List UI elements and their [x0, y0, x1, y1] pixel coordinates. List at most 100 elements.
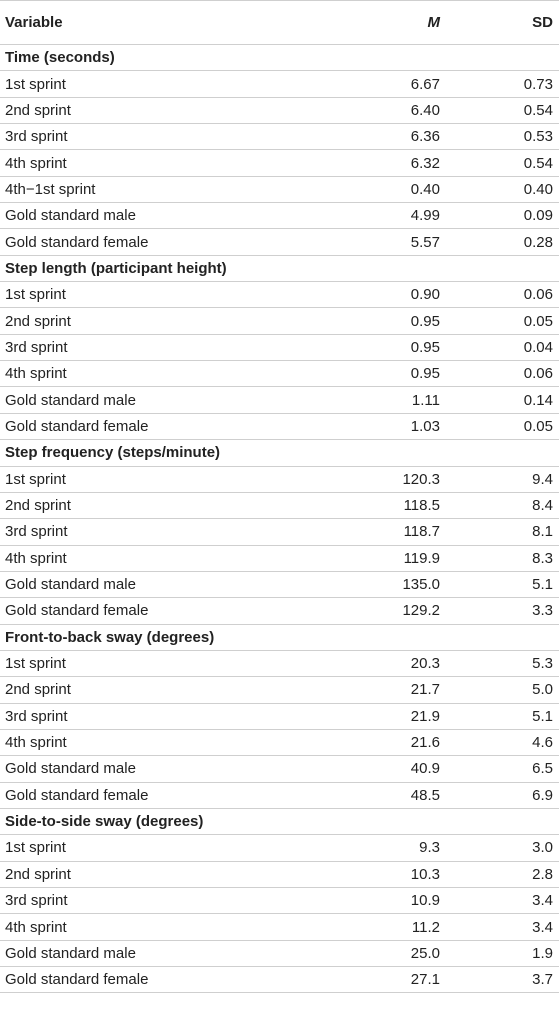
- row-sd: 0.05: [523, 417, 553, 435]
- row-label: 4th sprint: [5, 918, 67, 936]
- row-sd: 0.28: [523, 233, 553, 251]
- row-sd: 0.54: [523, 101, 553, 119]
- row-label: Gold standard male: [5, 391, 136, 409]
- row-mean: 6.67: [410, 75, 440, 93]
- table-row: 4th sprint 11.2 3.4: [0, 913, 559, 940]
- row-mean: 10.3: [410, 865, 440, 883]
- section-title: Front-to-back sway (degrees): [5, 628, 215, 646]
- row-sd: 4.6: [532, 734, 553, 752]
- row-sd: 8.3: [532, 549, 553, 567]
- header-row: Variable M SD: [0, 0, 559, 45]
- row-label: Gold standard male: [5, 207, 136, 225]
- row-mean: 11.2: [411, 918, 440, 936]
- table-row: 2nd sprint 6.40 0.54: [0, 97, 559, 123]
- row-mean: 0.95: [410, 338, 440, 356]
- header-variable: Variable: [5, 14, 63, 31]
- section-title: Step frequency (steps/minute): [5, 444, 221, 462]
- row-label: Gold standard female: [5, 233, 149, 251]
- row-sd: 3.0: [532, 839, 553, 857]
- row-mean: 6.32: [410, 154, 440, 172]
- row-label: 3rd sprint: [5, 892, 68, 910]
- row-sd: 6.5: [532, 760, 553, 778]
- table-row: 3rd sprint 10.9 3.4: [0, 887, 559, 914]
- table-row: 4th sprint 21.6 4.6: [0, 729, 559, 755]
- row-mean: 10.9: [410, 892, 440, 910]
- row-mean: 21.9: [410, 707, 440, 725]
- row-sd: 1.9: [532, 944, 553, 962]
- row-label: Gold standard female: [5, 971, 149, 989]
- row-mean: 25.0: [410, 944, 440, 962]
- table-row: 4th sprint 119.9 8.3: [0, 545, 559, 571]
- table-row: 2nd sprint 0.95 0.05: [0, 307, 559, 334]
- table-row: 2nd sprint 10.3 2.8: [0, 861, 559, 887]
- row-label: 1st sprint: [5, 470, 66, 488]
- table-row: 3rd sprint 6.36 0.53: [0, 123, 559, 150]
- table-row: 2nd sprint 21.7 5.0: [0, 676, 559, 703]
- row-sd: 8.1: [532, 523, 553, 541]
- row-mean: 21.6: [410, 734, 440, 752]
- table-row: 1st sprint 9.3 3.0: [0, 834, 559, 861]
- row-label: Gold standard male: [5, 760, 136, 778]
- row-label: 1st sprint: [5, 286, 66, 304]
- section-header-row: Step frequency (steps/minute): [0, 439, 559, 466]
- header-sd: SD: [532, 14, 553, 31]
- section-title: Step length (participant height): [5, 259, 227, 277]
- row-mean: 119.9: [403, 549, 440, 567]
- table-row: 4th sprint 6.32 0.54: [0, 149, 559, 176]
- row-sd: 0.04: [523, 338, 553, 356]
- section-header-row: Side-to-side sway (degrees): [0, 808, 559, 834]
- row-label: 2nd sprint: [5, 497, 71, 515]
- row-label: 3rd sprint: [5, 338, 68, 356]
- row-mean: 118.5: [403, 497, 440, 515]
- table-row: Gold standard female 48.5 6.9: [0, 782, 559, 808]
- section-header-row: Front-to-back sway (degrees): [0, 624, 559, 650]
- row-label: 4th−1st sprint: [5, 180, 96, 198]
- row-mean: 20.3: [410, 655, 440, 673]
- row-sd: 0.73: [523, 75, 553, 93]
- table-row: Gold standard male 40.9 6.5: [0, 755, 559, 782]
- table-row: 3rd sprint 21.9 5.1: [0, 703, 559, 729]
- row-label: 1st sprint: [5, 75, 66, 93]
- row-mean: 120.3: [402, 470, 440, 488]
- row-label: Gold standard female: [5, 602, 149, 620]
- row-label: 2nd sprint: [5, 312, 71, 330]
- row-sd: 0.54: [523, 154, 553, 172]
- row-sd: 0.14: [523, 391, 553, 409]
- row-mean: 9.3: [419, 839, 440, 857]
- header-mean: M: [427, 14, 441, 31]
- table-row: 1st sprint 120.3 9.4: [0, 466, 559, 492]
- row-mean: 21.7: [410, 681, 440, 699]
- row-mean: 118.7: [403, 523, 440, 541]
- row-sd: 3.7: [532, 971, 553, 989]
- row-label: 3rd sprint: [5, 707, 68, 725]
- row-mean: 129.2: [402, 602, 440, 620]
- row-sd: 5.1: [532, 576, 553, 594]
- section-title: Side-to-side sway (degrees): [5, 813, 204, 831]
- row-sd: 5.1: [532, 707, 553, 725]
- row-label: 3rd sprint: [5, 128, 68, 146]
- table-row: 4th−1st sprint 0.40 0.40: [0, 176, 559, 202]
- row-sd: 5.3: [532, 655, 553, 673]
- section-header-row: Step length (participant height): [0, 255, 559, 281]
- table-row: 3rd sprint 0.95 0.04: [0, 334, 559, 360]
- table-row: Gold standard male 1.11 0.14: [0, 386, 559, 413]
- row-mean: 1.11: [411, 391, 440, 409]
- table-row: Gold standard male 25.0 1.9: [0, 940, 559, 966]
- row-label: 3rd sprint: [5, 523, 68, 541]
- table-row: Gold standard male 135.0 5.1: [0, 571, 559, 597]
- row-sd: 6.9: [532, 786, 553, 804]
- row-sd: 0.05: [523, 312, 553, 330]
- row-mean: 0.95: [410, 365, 440, 383]
- table-row: 2nd sprint 118.5 8.4: [0, 492, 559, 518]
- row-sd: 8.4: [532, 497, 553, 515]
- row-sd: 0.53: [523, 128, 553, 146]
- table-row: 1st sprint 20.3 5.3: [0, 650, 559, 676]
- row-mean: 0.40: [410, 180, 440, 198]
- row-mean: 48.5: [410, 786, 440, 804]
- row-label: Gold standard male: [5, 944, 136, 962]
- row-sd: 0.40: [523, 180, 553, 198]
- row-sd: 0.09: [523, 207, 553, 225]
- row-label: 4th sprint: [5, 734, 67, 752]
- row-label: 4th sprint: [5, 154, 67, 172]
- table-row: Gold standard female 129.2 3.3: [0, 597, 559, 624]
